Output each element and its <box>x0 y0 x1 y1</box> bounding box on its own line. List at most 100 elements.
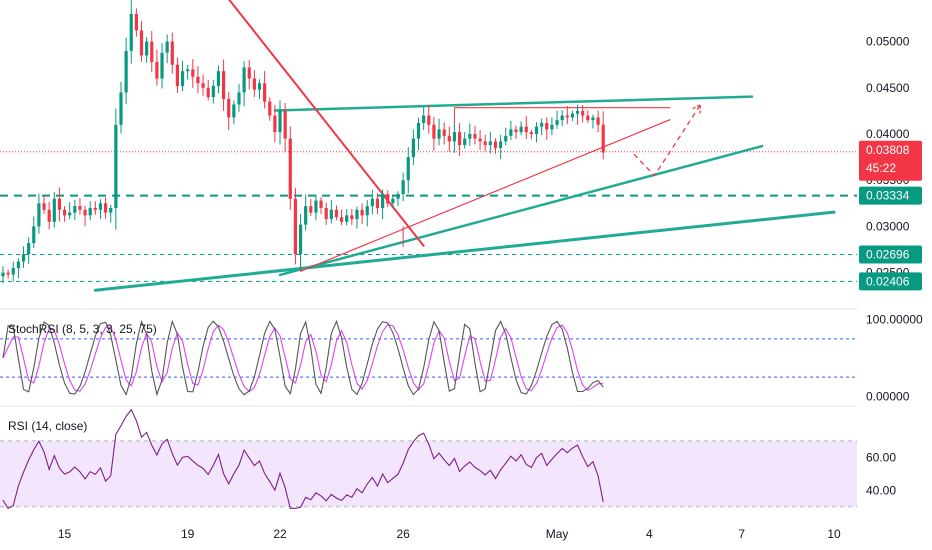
candle-body[interactable] <box>452 132 457 142</box>
candle-body[interactable] <box>73 206 77 213</box>
candle-body[interactable] <box>319 200 323 208</box>
candle-body[interactable] <box>304 206 308 225</box>
candle-body[interactable] <box>242 67 246 93</box>
price-badge[interactable]: 0.03334 <box>859 186 922 205</box>
candle-body[interactable] <box>324 207 328 220</box>
time-axis[interactable]: 15 19 22 26 May 4 7 10 <box>58 527 841 541</box>
candle-body[interactable] <box>37 203 41 227</box>
candle-body[interactable] <box>273 115 277 133</box>
candle-body[interactable] <box>529 132 533 135</box>
candle-body[interactable] <box>21 254 26 262</box>
candle-body[interactable] <box>570 113 575 118</box>
candle-body[interactable] <box>160 52 164 79</box>
candle-body[interactable] <box>150 41 154 62</box>
candle-body[interactable] <box>483 141 487 146</box>
candle-body[interactable] <box>447 135 451 142</box>
candle-body[interactable] <box>488 141 492 146</box>
upper-channel-trendline[interactable] <box>273 95 754 112</box>
candle-body[interactable] <box>575 110 580 114</box>
candle-body[interactable] <box>221 71 226 99</box>
candle-body[interactable] <box>381 194 385 208</box>
price-badge[interactable]: 0.02696 <box>859 245 922 264</box>
candle-body[interactable] <box>252 78 256 90</box>
candle-body[interactable] <box>278 110 282 133</box>
candle-body[interactable] <box>283 110 287 139</box>
candles[interactable] <box>1 0 605 284</box>
candle-body[interactable] <box>596 117 600 125</box>
candle-body[interactable] <box>493 141 498 148</box>
candle-body[interactable] <box>124 50 128 93</box>
candle-body[interactable] <box>247 67 251 79</box>
price-pane[interactable] <box>0 0 857 310</box>
candle-body[interactable] <box>42 203 46 210</box>
candle-body[interactable] <box>211 85 215 98</box>
candle-body[interactable] <box>47 209 51 222</box>
candle-body[interactable] <box>437 129 441 139</box>
candle-body[interactable] <box>109 207 113 213</box>
candle-body[interactable] <box>298 224 303 255</box>
rsi-line[interactable] <box>2 408 604 510</box>
candle-body[interactable] <box>62 209 67 216</box>
candle-body[interactable] <box>411 138 415 158</box>
candle-body[interactable] <box>16 261 20 269</box>
candle-body[interactable] <box>268 101 272 116</box>
candle-body[interactable] <box>170 41 174 65</box>
candle-body[interactable] <box>329 209 333 220</box>
candle-body[interactable] <box>155 61 159 79</box>
candle-body[interactable] <box>232 104 236 118</box>
candle-body[interactable] <box>406 157 410 181</box>
candle-body[interactable] <box>499 141 503 148</box>
candle-body[interactable] <box>581 110 585 116</box>
candle-body[interactable] <box>463 138 467 146</box>
candle-body[interactable] <box>560 115 564 121</box>
candle-body[interactable] <box>165 41 169 53</box>
candle-body[interactable] <box>416 122 421 139</box>
candle-body[interactable] <box>88 207 92 216</box>
candle-body[interactable] <box>519 126 523 133</box>
candle-body[interactable] <box>104 203 108 213</box>
candle-body[interactable] <box>473 134 477 139</box>
candle-body[interactable] <box>504 135 508 142</box>
candle-body[interactable] <box>591 117 595 121</box>
candle-body[interactable] <box>175 64 180 86</box>
candle-body[interactable] <box>227 98 231 118</box>
candle-body[interactable] <box>32 226 36 244</box>
candle-body[interactable] <box>339 217 344 222</box>
candle-body[interactable] <box>375 198 380 208</box>
stoch-k-line[interactable] <box>2 319 604 397</box>
candle-body[interactable] <box>550 124 554 130</box>
candle-body[interactable] <box>1 272 5 277</box>
rsi-pane[interactable]: RSI (14, close) <box>0 408 857 510</box>
candle-body[interactable] <box>524 126 528 133</box>
candle-body[interactable] <box>11 268 15 275</box>
candle-body[interactable] <box>201 83 205 88</box>
candle-body[interactable] <box>314 200 318 213</box>
down-trendline[interactable] <box>218 0 425 247</box>
candle-body[interactable] <box>442 129 446 136</box>
candle-body[interactable] <box>114 124 118 208</box>
candle-body[interactable] <box>196 76 200 84</box>
long-support-trendline[interactable] <box>93 210 836 292</box>
price-badge[interactable]: 0.02406 <box>859 272 922 291</box>
candle-body[interactable] <box>134 13 138 31</box>
candle-body[interactable] <box>6 272 10 275</box>
candle-body[interactable] <box>334 209 339 218</box>
candle-body[interactable] <box>263 83 267 102</box>
candle-body[interactable] <box>422 115 426 123</box>
candle-body[interactable] <box>401 180 405 195</box>
candle-body[interactable] <box>534 126 539 135</box>
candle-body[interactable] <box>309 206 313 213</box>
candle-body[interactable] <box>98 203 103 210</box>
candle-body[interactable] <box>457 132 462 146</box>
candle-body[interactable] <box>565 115 569 118</box>
candle-body[interactable] <box>129 13 133 51</box>
candle-body[interactable] <box>139 30 144 56</box>
candle-body[interactable] <box>52 198 56 222</box>
candle-body[interactable] <box>396 194 400 199</box>
candle-body[interactable] <box>350 215 354 220</box>
mid-support-trendline[interactable] <box>278 144 764 277</box>
candle-body[interactable] <box>93 207 97 210</box>
candle-body[interactable] <box>237 92 241 105</box>
price-axis[interactable]: 0.050000.045000.040000.035000.030000.025… <box>859 35 923 498</box>
